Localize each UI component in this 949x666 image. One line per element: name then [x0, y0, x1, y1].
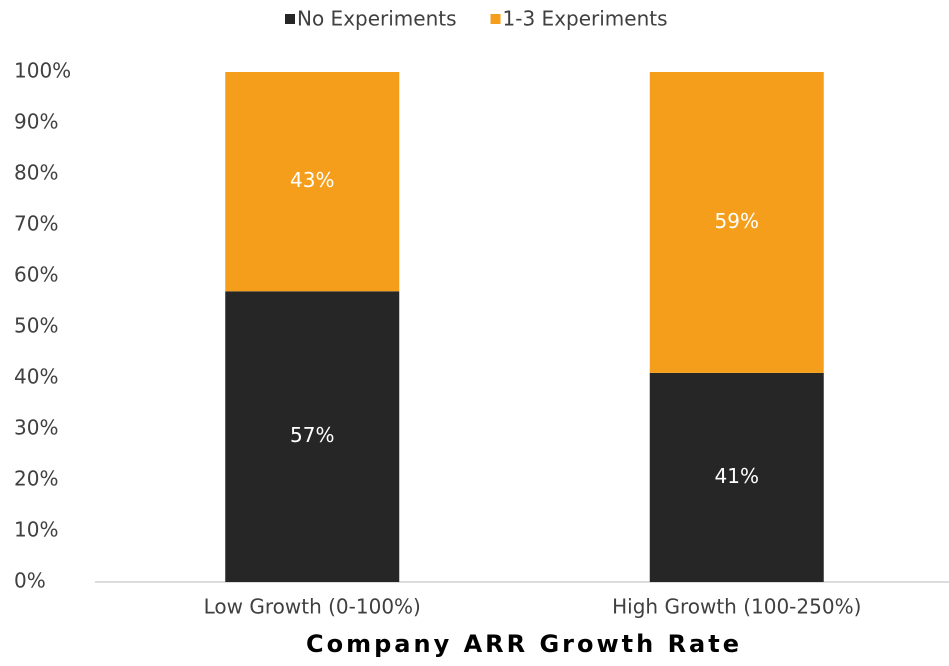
y-tick-label: 10% — [14, 518, 58, 542]
legend-label: 1-3 Experiments — [503, 7, 668, 31]
data-label: 43% — [290, 168, 334, 192]
bar-segment — [649, 372, 824, 582]
y-tick-label: 100% — [14, 59, 71, 83]
x-tick-label: High Growth (100-250%) — [612, 595, 861, 619]
y-tick-label: 50% — [14, 314, 58, 338]
y-tick-label: 40% — [14, 365, 58, 389]
legend-label: No Experiments — [297, 7, 457, 31]
y-tick-label: 0% — [14, 569, 46, 593]
y-tick-label: 80% — [14, 161, 58, 185]
x-axis-title: Company ARR Growth Rate — [306, 630, 742, 658]
bar-segment — [225, 72, 400, 292]
bar-segment — [225, 291, 400, 582]
bar-segment — [649, 72, 824, 373]
legend-swatch — [285, 14, 295, 24]
data-label: 57% — [290, 423, 334, 447]
x-tick-label: Low Growth (0-100%) — [204, 595, 421, 619]
data-label: 59% — [715, 209, 759, 233]
y-tick-label: 70% — [14, 212, 58, 236]
y-tick-label: 60% — [14, 263, 58, 287]
y-tick-label: 90% — [14, 110, 58, 134]
y-tick-label: 30% — [14, 416, 58, 440]
legend-swatch — [490, 14, 501, 24]
data-label: 41% — [715, 464, 759, 488]
y-tick-label: 20% — [14, 467, 58, 491]
